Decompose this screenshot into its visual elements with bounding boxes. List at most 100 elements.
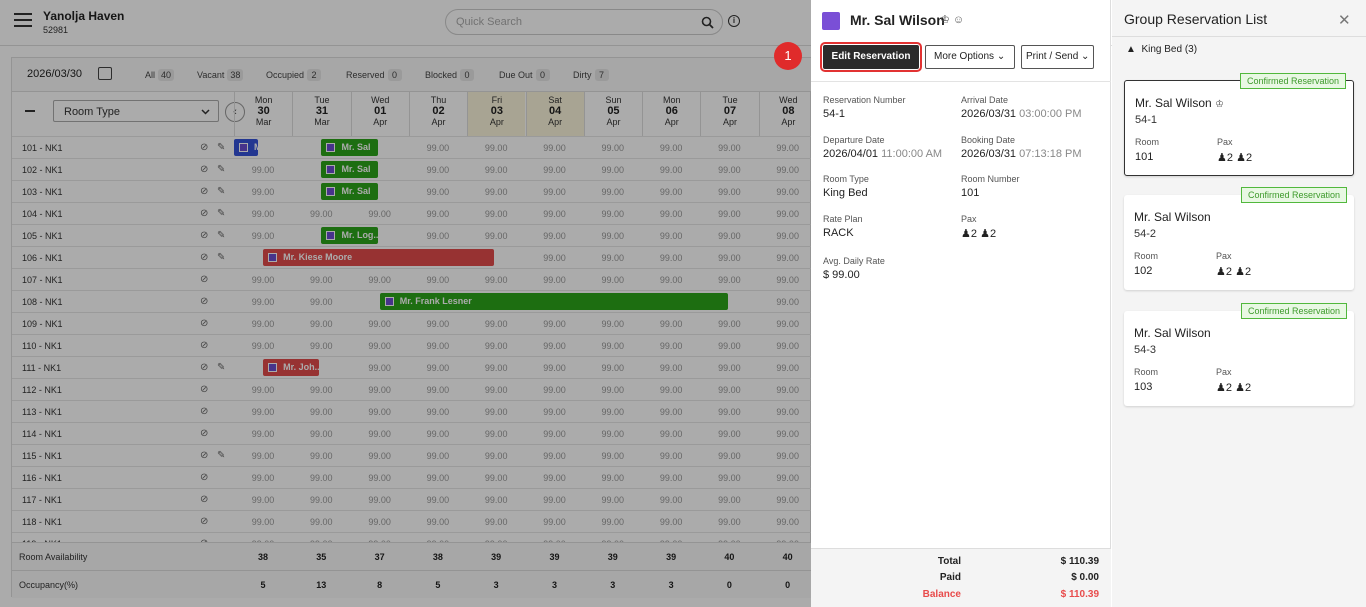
rate-cell[interactable]: 99.00 [659,385,683,395]
rate-cell[interactable]: 99.00 [659,143,683,153]
booking-bar[interactable]: Mr. Sal [321,183,378,200]
rate-cell[interactable]: 99.00 [659,165,683,175]
rate-cell[interactable]: 99.00 [718,319,741,329]
rate-cell[interactable]: 99.00 [776,187,799,197]
rate-cell[interactable]: 99.00 [543,165,566,175]
rate-cell[interactable]: 99.00 [310,473,333,483]
rate-cell[interactable]: 99.00 [484,143,508,153]
rate-cell[interactable]: 99.00 [368,385,391,395]
rate-cell[interactable]: 99.00 [776,231,799,241]
rate-cell[interactable]: 99.00 [251,275,275,285]
rate-cell[interactable]: 99.00 [484,385,508,395]
filter-all[interactable]: All 40 [145,69,175,81]
rate-cell[interactable]: 99.00 [776,253,799,263]
rate-cell[interactable]: 99.00 [776,143,799,153]
date-column-header[interactable]: Mon 30 Mar [234,92,292,136]
rate-cell[interactable]: 99.00 [659,231,683,241]
rate-cell[interactable]: 99.00 [368,451,391,461]
rate-cell[interactable]: 99.00 [776,165,799,175]
rate-cell[interactable]: 99.00 [426,495,450,505]
rate-cell[interactable]: 99.00 [718,143,741,153]
rate-cell[interactable]: 99.00 [426,363,450,373]
rate-cell[interactable]: 99.00 [310,429,333,439]
rate-cell[interactable]: 99.00 [426,165,450,175]
rate-cell[interactable]: 99.00 [718,187,741,197]
room-type-select[interactable]: Room Type [53,100,219,122]
rate-cell[interactable]: 99.00 [426,407,450,417]
rate-cell[interactable]: 99.00 [718,209,741,219]
rate-cell[interactable]: 99.00 [484,473,508,483]
rate-cell[interactable]: 99.00 [659,495,683,505]
rate-cell[interactable]: 99.00 [776,495,799,505]
rate-cell[interactable]: 99.00 [543,407,566,417]
rate-cell[interactable]: 99.00 [426,451,450,461]
rate-cell[interactable]: 99.00 [659,407,683,417]
rate-cell[interactable]: 99.00 [543,143,566,153]
rate-cell[interactable]: 99.00 [543,385,566,395]
rate-cell[interactable]: 99.00 [543,275,566,285]
rate-cell[interactable]: 99.00 [718,231,741,241]
rate-cell[interactable]: 99.00 [484,517,508,527]
rate-cell[interactable]: 99.00 [426,517,450,527]
rate-cell[interactable]: 99.00 [601,473,625,483]
rate-cell[interactable]: 99.00 [426,187,450,197]
search-icon[interactable] [701,16,714,29]
rate-cell[interactable]: 99.00 [718,473,741,483]
booking-bar[interactable]: Mr. Joh... [263,359,320,376]
date-column-header[interactable]: Sat 04 Apr [525,92,584,136]
date-column-header[interactable]: Fri 03 Apr [467,92,526,136]
rate-cell[interactable]: 99.00 [368,319,391,329]
rate-cell[interactable]: 99.00 [484,407,508,417]
rate-cell[interactable]: 99.00 [251,297,275,307]
collapse-icon[interactable] [25,110,35,112]
edit-reservation-button[interactable]: Edit Reservation [820,42,922,72]
filter-occupied[interactable]: Occupied 2 [266,69,322,81]
rate-cell[interactable]: 99.00 [543,231,566,241]
rate-cell[interactable]: 99.00 [426,319,450,329]
rate-cell[interactable]: 99.00 [543,429,566,439]
rate-cell[interactable]: 99.00 [601,451,625,461]
rate-cell[interactable]: 99.00 [484,363,508,373]
rate-cell[interactable]: 99.00 [426,341,450,351]
rate-cell[interactable]: 99.00 [426,429,450,439]
rate-cell[interactable]: 99.00 [310,451,333,461]
calendar-date[interactable]: 2026/03/30 [27,68,83,80]
rate-cell[interactable]: 99.00 [484,341,508,351]
rate-cell[interactable]: 99.00 [484,319,508,329]
rate-cell[interactable]: 99.00 [543,209,566,219]
rate-cell[interactable]: 99.00 [601,231,625,241]
more-options-button[interactable]: More Options ⌄ [925,45,1015,69]
modal-overlay[interactable] [0,0,811,607]
rate-cell[interactable]: 99.00 [426,473,450,483]
rate-cell[interactable]: 99.00 [484,275,508,285]
rate-cell[interactable]: 99.00 [368,275,391,285]
rate-cell[interactable]: 99.00 [543,363,566,373]
rate-cell[interactable]: 99.00 [543,451,566,461]
rate-cell[interactable]: 99.00 [659,209,683,219]
search-input[interactable]: Quick Search [445,9,723,35]
date-column-header[interactable]: Mon 06 Apr [642,92,700,136]
booking-bar[interactable]: Mr. Frank Lesner [379,293,728,310]
date-column-header[interactable]: Thu 02 Apr [408,92,467,136]
rate-cell[interactable]: 99.00 [601,429,625,439]
rate-cell[interactable]: 99.00 [251,319,275,329]
rate-cell[interactable]: 99.00 [310,407,333,417]
rate-cell[interactable]: 99.00 [659,187,683,197]
rate-cell[interactable]: 99.00 [718,165,741,175]
rate-cell[interactable]: 99.00 [484,209,508,219]
rate-cell[interactable]: 99.00 [310,297,333,307]
rate-cell[interactable]: 99.00 [776,297,799,307]
info-icon[interactable]: i [728,15,740,27]
rate-cell[interactable]: 99.00 [251,495,275,505]
rate-cell[interactable]: 99.00 [776,363,799,373]
rate-cell[interactable]: 99.00 [426,143,450,153]
group-reservation-card[interactable]: Confirmed Reservation Mr. Sal Wilson ♔ 54-… [1124,73,1354,176]
booking-bar[interactable]: Mr. Sal [321,161,378,178]
rate-cell[interactable]: 99.00 [776,451,799,461]
date-column-header[interactable]: Tue 07 Apr [700,92,758,136]
rate-cell[interactable]: 99.00 [659,319,683,329]
rate-cell[interactable]: 99.00 [484,165,508,175]
rate-cell[interactable]: 99.00 [601,143,625,153]
rate-cell[interactable]: 99.00 [601,495,625,505]
rate-cell[interactable]: 99.00 [659,363,683,373]
